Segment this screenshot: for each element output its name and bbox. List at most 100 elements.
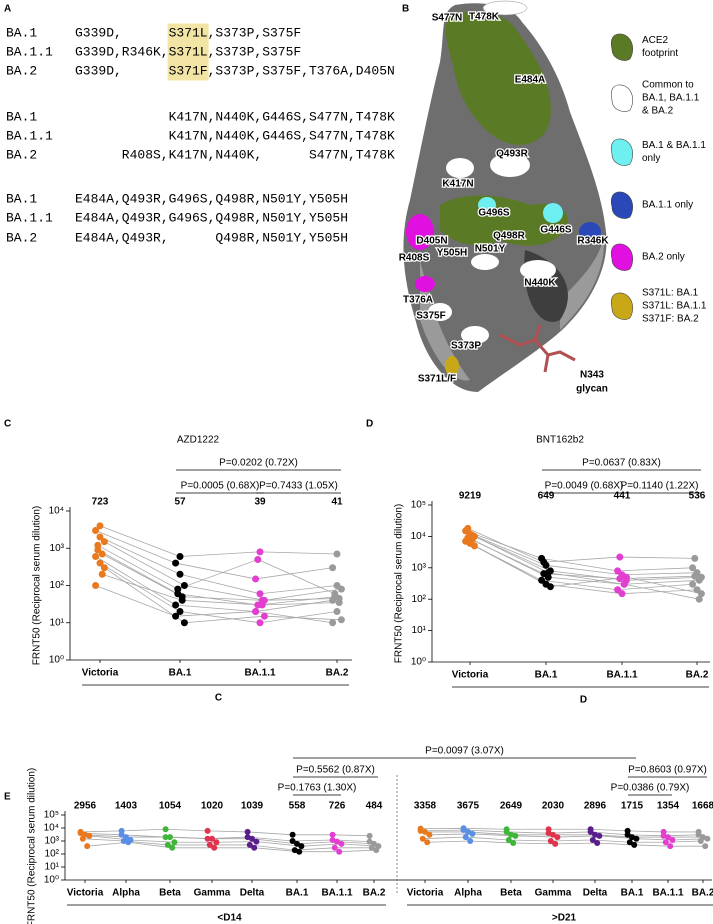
residue-label: R346K	[577, 236, 609, 247]
data-point	[333, 608, 341, 616]
residue-label: G496S	[478, 208, 509, 219]
x-tick-label: BA.2	[692, 888, 713, 899]
p-value: P=0.0202 (0.72X)	[219, 458, 298, 469]
mutation: S477N,T478K	[309, 128, 395, 143]
mutation: E484A,Q493R,	[75, 210, 169, 225]
ace2-footprint	[445, 11, 551, 145]
y-tick-label: 10³	[45, 836, 60, 847]
participant-line	[472, 539, 700, 585]
group-label: >D21	[552, 913, 577, 924]
mutation: E484A,Q493R,	[75, 191, 169, 206]
data-point	[596, 832, 603, 839]
data-point	[100, 564, 108, 572]
data-point	[626, 839, 633, 846]
x-tick-label: BA.2	[326, 668, 349, 679]
p-value: P=0.0049 (0.68X)	[545, 481, 624, 492]
mutation: G446S	[262, 109, 301, 124]
data-point	[594, 840, 601, 847]
variant-name: BA.1	[6, 109, 37, 124]
participant-line	[84, 834, 375, 845]
data-point	[180, 582, 188, 589]
legend-swatch	[610, 138, 633, 166]
legend-swatch	[610, 243, 633, 271]
legend-text: BA.1.1 only	[642, 200, 693, 211]
data-point	[554, 834, 561, 841]
data-point	[368, 844, 375, 851]
residue-label: Q498R	[493, 231, 525, 242]
data-point	[260, 612, 268, 620]
x-tick-label: BA.1.1	[244, 668, 276, 679]
data-point	[426, 831, 433, 838]
y-tick-label: 10¹	[45, 862, 60, 873]
p-value: P=0.0005 (0.68X)	[181, 481, 260, 492]
residue-label: T478K	[469, 12, 500, 23]
x-tick-label: Victoria	[407, 888, 444, 899]
mutation: ,	[301, 109, 309, 124]
data-point	[624, 831, 631, 838]
data-point	[333, 550, 341, 558]
p-value: P=0.8603 (0.97X)	[628, 765, 707, 776]
data-point	[246, 841, 253, 848]
data-point	[329, 564, 337, 572]
data-point	[294, 840, 300, 847]
mutation: R346K,	[122, 44, 169, 59]
common-mutation	[446, 158, 474, 178]
data-point	[669, 836, 676, 843]
median-label: 1054	[159, 801, 182, 812]
data-point	[172, 559, 180, 567]
x-tick-label: Gamma	[535, 888, 572, 899]
mutation: K417N,N440K,	[169, 109, 263, 124]
group-label: <D14	[217, 913, 242, 924]
data-point	[633, 835, 640, 842]
panel-label: C	[4, 419, 11, 430]
mutation: K417N,N440K,	[169, 128, 263, 143]
residue-label: S477N	[432, 13, 463, 24]
data-point	[695, 595, 703, 603]
mutation: G339D,	[75, 63, 122, 78]
data-point	[417, 827, 424, 834]
data-point	[464, 524, 472, 532]
x-tick-label: Beta	[500, 888, 522, 899]
participant-line	[465, 540, 693, 591]
mutation: S371F	[169, 63, 208, 78]
data-point	[691, 554, 699, 562]
chart-title: AZD1222	[177, 435, 220, 446]
participant-line	[422, 836, 701, 843]
ba1-mutation	[543, 203, 563, 223]
data-point	[616, 575, 624, 583]
data-point	[289, 838, 296, 844]
median-label: 9219	[459, 491, 482, 502]
highlight	[167, 42, 209, 62]
legend-text: ACE2	[642, 35, 669, 46]
panel-label: D	[366, 419, 373, 430]
ba1-mutation	[478, 197, 496, 213]
data-point	[373, 847, 380, 854]
participant-line	[469, 533, 698, 576]
data-point	[100, 538, 108, 546]
data-point	[335, 598, 343, 606]
ace2-footprint	[440, 195, 568, 246]
median-label: 726	[329, 801, 346, 812]
data-point	[622, 573, 630, 581]
data-point	[96, 559, 104, 567]
legend-swatch	[610, 191, 633, 219]
data-point	[176, 608, 184, 616]
legend-swatch	[610, 292, 633, 320]
data-point	[256, 548, 264, 556]
residue-label: R408S	[399, 253, 430, 264]
residue-label: Q493R	[496, 149, 528, 160]
data-point	[206, 841, 213, 848]
median-label: 558	[289, 801, 306, 812]
x-tick-label: BA.1	[621, 888, 644, 899]
data-point	[92, 582, 100, 589]
mutation: S477N,T478K	[309, 109, 395, 124]
mutation: ,S373P,S375F	[208, 25, 302, 40]
group-label: C	[215, 693, 222, 704]
x-tick-label: Alpha	[112, 888, 140, 899]
highlight	[167, 61, 209, 81]
x-tick-label: BA.2	[363, 888, 386, 899]
data-point	[616, 553, 624, 561]
variant-name: BA.1.1	[6, 44, 53, 59]
median-label: 1403	[115, 801, 138, 812]
data-point	[251, 844, 258, 851]
